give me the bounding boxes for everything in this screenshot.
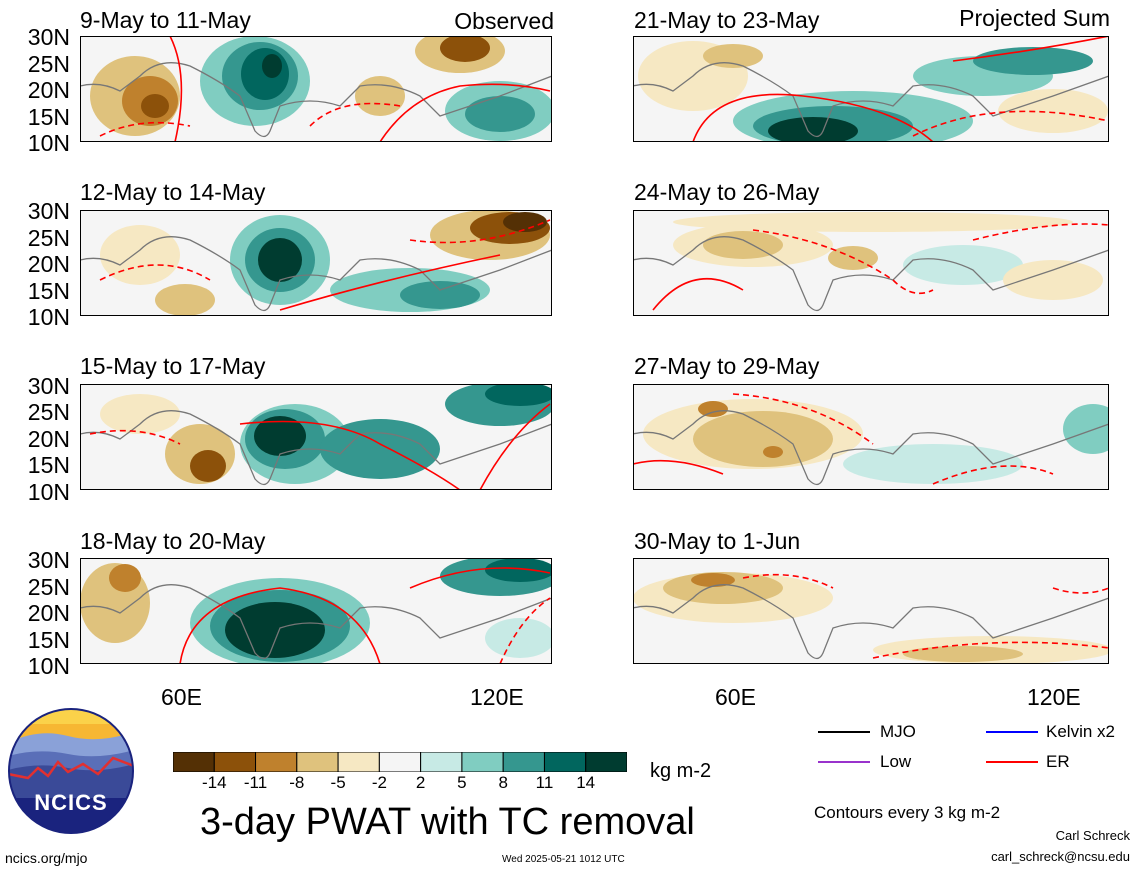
colorbar-swatch <box>378 751 422 773</box>
lat-label: 30N <box>27 24 70 50</box>
colorbar-swatch <box>420 751 463 773</box>
lat-label: 25N <box>27 399 70 425</box>
panel-title-7: 27-May to 29-May <box>634 353 820 379</box>
panel-title-2: 12-May to 14-May <box>80 179 266 205</box>
lat-label: 10N <box>27 653 70 679</box>
lat-label: 15N <box>27 452 70 478</box>
colorbar-swatch <box>585 751 628 773</box>
colorbar-tick-label: -11 <box>243 773 268 792</box>
map-panel-2 <box>80 210 552 316</box>
logo-label: NCICS <box>34 790 108 815</box>
colorbar-tick-label: 8 <box>498 773 508 792</box>
lat-label: 25N <box>27 51 70 77</box>
footer-timestamp: Wed 2025-05-21 1012 UTC <box>502 854 625 865</box>
lat-label: 20N <box>27 251 70 277</box>
colorbar-tick-label: 14 <box>576 773 596 792</box>
colorbar-swatch <box>213 751 257 773</box>
colorbar-swatch <box>296 751 339 773</box>
legend-label-kelvin: Kelvin x2 <box>1046 722 1115 741</box>
legend-line-mjo <box>818 731 870 733</box>
map-panel-1 <box>80 36 552 142</box>
lat-label: 30N <box>27 373 70 399</box>
colorbar-swatch <box>502 751 545 773</box>
lon-label-120e-right: 120E <box>1027 684 1081 710</box>
lat-label: 20N <box>27 426 70 452</box>
colorbar-swatch <box>337 751 380 773</box>
ncics-logo-icon <box>8 708 134 834</box>
map-panel-7 <box>633 384 1109 490</box>
lat-label: 30N <box>27 547 70 573</box>
lat-label: 20N <box>27 600 70 626</box>
colorbar-tick-label: 5 <box>457 773 467 792</box>
footer-url: ncics.org/mjo <box>5 850 88 866</box>
panel-title-4: 18-May to 20-May <box>80 528 266 554</box>
legend-line-low <box>818 761 870 763</box>
lat-label: 15N <box>27 627 70 653</box>
legend-line-er <box>986 761 1038 763</box>
lon-label-60e-left: 60E <box>161 684 202 710</box>
colorbar-swatches <box>172 751 628 773</box>
map-panel-5 <box>633 36 1109 142</box>
lon-label-120e-left: 120E <box>470 684 524 710</box>
map-panel-8 <box>633 558 1109 664</box>
panel-title-8: 30-May to 1-Jun <box>634 528 801 554</box>
legend-label-er: ER <box>1046 752 1070 771</box>
legend-label-mjo: MJO <box>880 722 916 741</box>
panel-tag-projected: Projected Sum <box>959 5 1110 31</box>
colorbar-tick-label: -5 <box>330 773 346 792</box>
lat-label: 30N <box>27 198 70 224</box>
lat-label: 15N <box>27 278 70 304</box>
panel-title-6: 24-May to 26-May <box>634 179 820 205</box>
colorbar-tick-label: -8 <box>289 773 305 792</box>
ncics-logo: NCICS <box>8 708 134 834</box>
colorbar <box>172 751 628 777</box>
map-panel-6 <box>633 210 1109 316</box>
legend-label-low: Low <box>880 752 912 771</box>
colorbar-swatch <box>172 751 215 773</box>
map-panel-3 <box>80 384 552 490</box>
colorbar-swatch <box>255 751 298 773</box>
lat-label: 10N <box>27 479 70 505</box>
panel-tag-observed: Observed <box>454 8 554 34</box>
lat-label: 10N <box>27 130 70 156</box>
footer-email: carl_schreck@ncsu.edu <box>991 849 1130 864</box>
colorbar-swatch <box>461 751 504 773</box>
lat-label: 10N <box>27 304 70 330</box>
lon-label-60e-right: 60E <box>715 684 756 710</box>
legend-contour-note: Contours every 3 kg m-2 <box>814 803 1001 822</box>
legend-line-kelvin <box>986 731 1038 733</box>
colorbar-tick-label: 2 <box>415 773 426 792</box>
panel-title-1: 9-May to 11-May <box>80 7 251 33</box>
lat-label: 20N <box>27 77 70 103</box>
colorbar-tick-label: -14 <box>202 773 227 792</box>
colorbar-units: kg m-2 <box>650 760 712 782</box>
panel-title-5: 21-May to 23-May <box>634 7 820 33</box>
panel-title-3: 15-May to 17-May <box>80 353 266 379</box>
colorbar-tick-label: -2 <box>371 773 387 792</box>
colorbar-swatch <box>543 751 587 773</box>
footer-author: Carl Schreck <box>1055 828 1130 843</box>
main-title: 3-day PWAT with TC removal <box>200 801 695 843</box>
lat-label: 15N <box>27 104 70 130</box>
colorbar-tick-label: 11 <box>535 773 554 792</box>
lat-label: 25N <box>27 574 70 600</box>
map-panel-4 <box>80 558 552 664</box>
lat-label: 25N <box>27 225 70 251</box>
